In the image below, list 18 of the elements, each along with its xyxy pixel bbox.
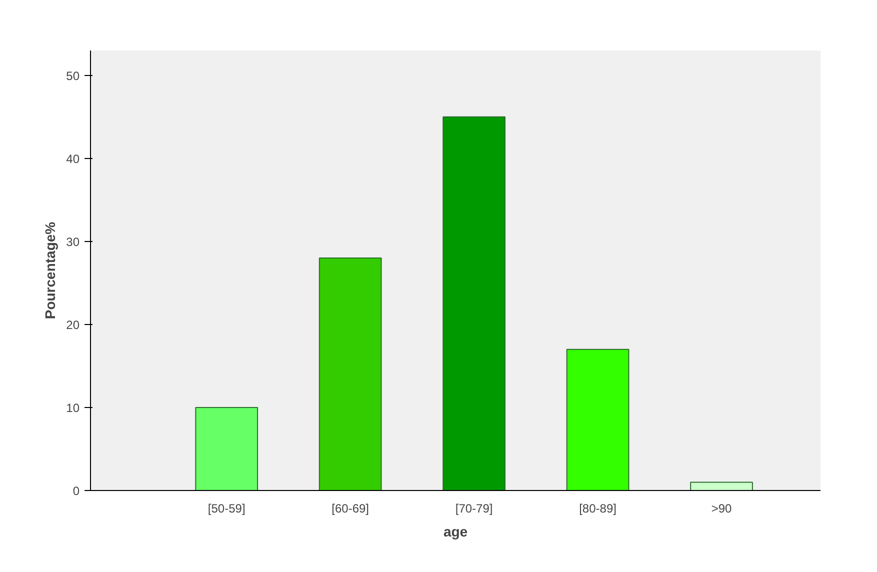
y-axis-title: Pourcentage% xyxy=(42,221,58,320)
y-tick-label: 0 xyxy=(72,484,80,498)
y-tick-label: 10 xyxy=(66,400,80,415)
y-tick-label: 30 xyxy=(66,234,80,249)
y-tick-label: 50 xyxy=(66,68,80,83)
y-tick-label: 40 xyxy=(66,152,80,166)
x-tick-label: [70-79] xyxy=(455,502,493,516)
x-tick-label: [50-59] xyxy=(208,502,246,516)
x-tick-label: [80-89] xyxy=(579,502,616,516)
bar xyxy=(195,406,258,490)
bar xyxy=(442,116,506,490)
bar xyxy=(318,258,382,490)
x-tick-label: >90 xyxy=(711,502,732,516)
y-tick-label: 20 xyxy=(66,318,80,332)
x-axis-title: age xyxy=(443,524,468,540)
bar xyxy=(566,348,630,490)
bar xyxy=(690,482,753,490)
x-tick-label: [60-69] xyxy=(332,502,370,516)
